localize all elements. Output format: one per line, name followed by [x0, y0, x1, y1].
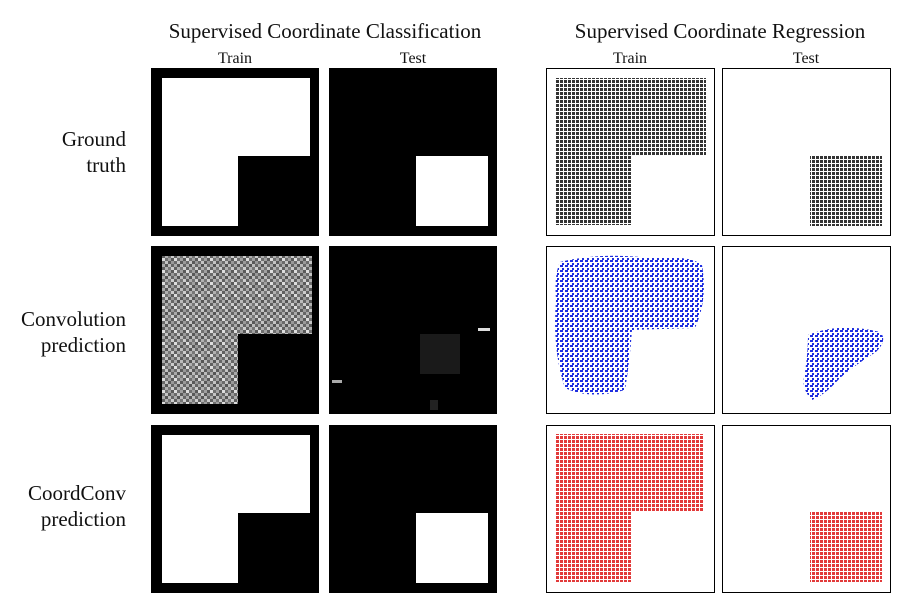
panel [151, 425, 319, 593]
panel [722, 425, 891, 593]
column-label: Train [218, 50, 252, 67]
panel [151, 246, 319, 414]
column-label: Train [613, 50, 647, 67]
panel [329, 425, 497, 593]
header: Supervised Coordinate Classification [169, 19, 482, 43]
panel [546, 425, 715, 593]
panel [722, 68, 891, 236]
panel [329, 68, 497, 236]
row-label: truth [86, 153, 126, 177]
row-label: Ground [62, 127, 127, 151]
panel [151, 68, 319, 236]
column-label: Test [400, 50, 427, 67]
row-label: Convolution [21, 307, 127, 331]
row-label: prediction [41, 507, 127, 531]
panel [546, 68, 715, 236]
row-label: prediction [41, 333, 127, 357]
panel [546, 246, 715, 414]
panel [329, 246, 497, 414]
row-label: CoordConv [28, 481, 127, 505]
column-label: Test [793, 50, 820, 67]
panel [722, 246, 891, 414]
header: Supervised Coordinate Regression [575, 19, 866, 43]
